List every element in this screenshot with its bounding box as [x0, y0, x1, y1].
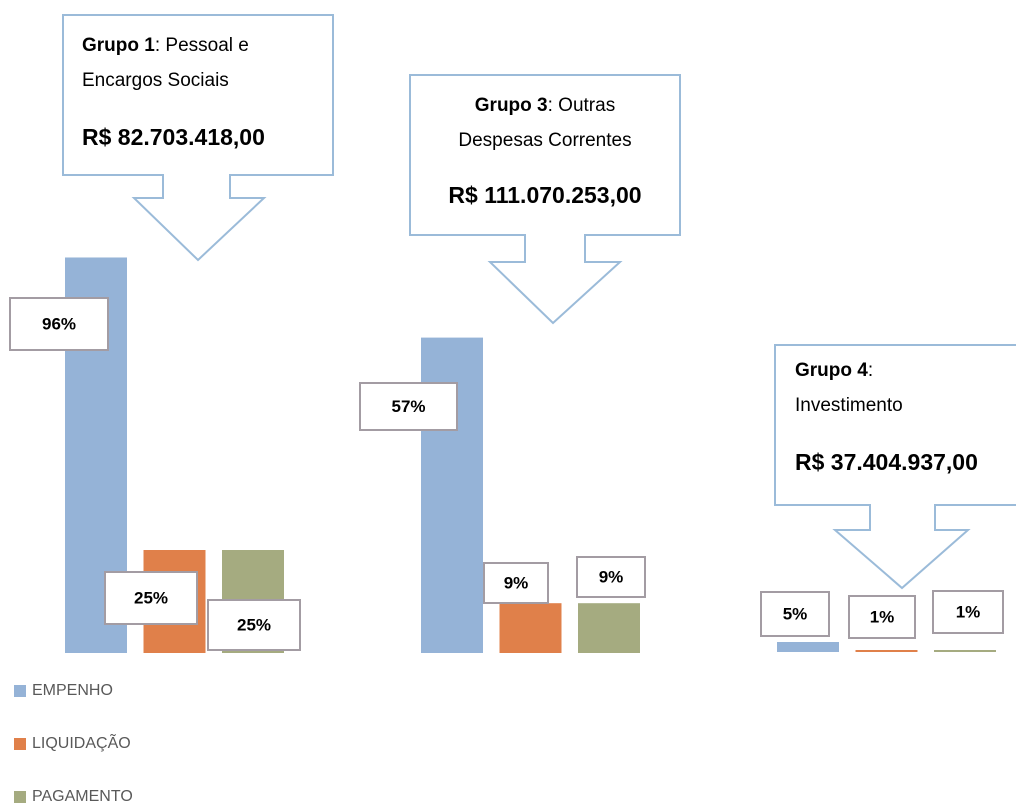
- data-label-box: [359, 382, 458, 431]
- callout-title: Grupo 1: Pessoal e Encargos Sociais: [82, 28, 297, 98]
- data-label-box: [932, 590, 1004, 634]
- callout-shape: [62, 14, 334, 262]
- legend-label: PAGAMENTO: [32, 788, 133, 805]
- legend-item: PAGAMENTO: [14, 788, 133, 806]
- data-label-box: [207, 599, 301, 651]
- callout-shape: [774, 344, 1016, 590]
- callout-title: Grupo 4: Investimento: [795, 353, 945, 423]
- bar: [934, 650, 996, 652]
- data-label: 25%: [237, 615, 271, 634]
- data-label: 9%: [599, 567, 624, 586]
- data-label: 1%: [956, 602, 981, 621]
- bar: [499, 603, 562, 653]
- callout-title: Grupo 3: Outras Despesas Correntes: [435, 88, 655, 158]
- legend-swatch: [14, 685, 26, 697]
- callout-shape: [409, 74, 681, 325]
- legend-label: EMPENHO: [32, 682, 113, 699]
- data-label-box: [848, 595, 916, 639]
- data-label: 25%: [134, 588, 168, 607]
- legend-swatch: [14, 738, 26, 750]
- data-label-box: [576, 556, 646, 598]
- legend-label: LIQUIDAÇÃO: [32, 735, 131, 752]
- data-label: 1%: [870, 607, 895, 626]
- group-name: Grupo 1: [82, 35, 155, 56]
- callout: Grupo 3: Outras Despesas Correntes R$ 11…: [435, 88, 655, 213]
- amount: R$ 82.703.418,00: [82, 124, 265, 150]
- callout: Grupo 1: Pessoal e Encargos Sociais R$ 8…: [82, 28, 297, 155]
- group-name: Grupo 4: [795, 360, 868, 381]
- legend-item: EMPENHO: [14, 682, 113, 700]
- data-label: 5%: [783, 604, 808, 623]
- data-label: 9%: [504, 573, 529, 592]
- callout: Grupo 4: Investimento R$ 37.404.937,00: [795, 353, 978, 480]
- data-label-box: [9, 297, 109, 351]
- amount: R$ 37.404.937,00: [795, 449, 978, 475]
- data-label-box: [760, 591, 830, 637]
- group-title: : Investimento: [795, 360, 903, 416]
- legend-swatch: [14, 791, 26, 803]
- group-title: : Pessoal e Encargos Sociais: [82, 35, 249, 91]
- data-label: 57%: [391, 397, 425, 416]
- amount: R$ 111.070.253,00: [448, 182, 642, 208]
- data-label-box: [104, 571, 198, 625]
- legend-item: LIQUIDAÇÃO: [14, 735, 131, 753]
- group-title: : Outras Despesas Correntes: [458, 95, 632, 151]
- bar: [578, 603, 640, 653]
- bar: [855, 650, 918, 652]
- data-label-box: [483, 562, 549, 604]
- group-name: Grupo 3: [474, 95, 548, 116]
- data-label: 96%: [42, 314, 76, 333]
- bar: [777, 642, 839, 652]
